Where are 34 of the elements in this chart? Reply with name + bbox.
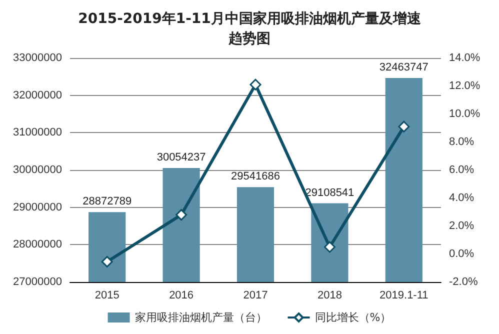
y2-tick-label: 6.0%: [449, 164, 474, 176]
data-label: 29541686: [231, 170, 280, 183]
point: [324, 241, 336, 253]
y2-tick-label: -2.0%: [449, 276, 478, 288]
y-tick-label: 32000000: [13, 89, 62, 102]
point: [398, 120, 410, 132]
y-tick-label: 33000000: [13, 52, 62, 64]
data-label: 28872789: [82, 196, 132, 208]
y-tick-label: 29000000: [13, 201, 62, 214]
y2-tick-label: 2.0%: [449, 220, 474, 232]
y-tick-label: 27000000: [13, 276, 62, 288]
x-tick-label: 2016: [169, 290, 194, 302]
point: [101, 256, 113, 268]
x-tick-label: 2017: [243, 290, 268, 302]
x-tick-label: 2018: [317, 290, 342, 302]
y2-tick-label: 14.0%: [449, 52, 480, 64]
legend-label: 同比增长（%）: [314, 311, 392, 324]
data-label: 32463747: [379, 62, 428, 74]
y2-tick-label: 0.0%: [449, 248, 474, 260]
y2-tick-label: 8.0%: [449, 136, 474, 148]
y-tick-label: 31000000: [13, 126, 62, 139]
y2-tick-label: 12.0%: [449, 80, 480, 92]
point: [176, 209, 188, 221]
data-label: 29108541: [305, 186, 354, 199]
y-tick-label: 30000000: [13, 164, 62, 176]
data-label: 30054237: [156, 151, 206, 164]
y2-tick-label: 10.0%: [449, 108, 480, 120]
x-tick-label: 2019.1-11: [380, 290, 428, 302]
point: [250, 78, 262, 90]
legend-label: 家用吸排油烟机产量（台）: [134, 311, 267, 324]
x-tick-label: 2015: [94, 290, 120, 302]
y2-tick-label: 4.0%: [449, 192, 474, 204]
chart-title: 2015-2019年1-11月中国家用吸排油烟机产量及增速趋势图: [78, 10, 422, 47]
y-tick-label: 28000000: [13, 238, 62, 251]
